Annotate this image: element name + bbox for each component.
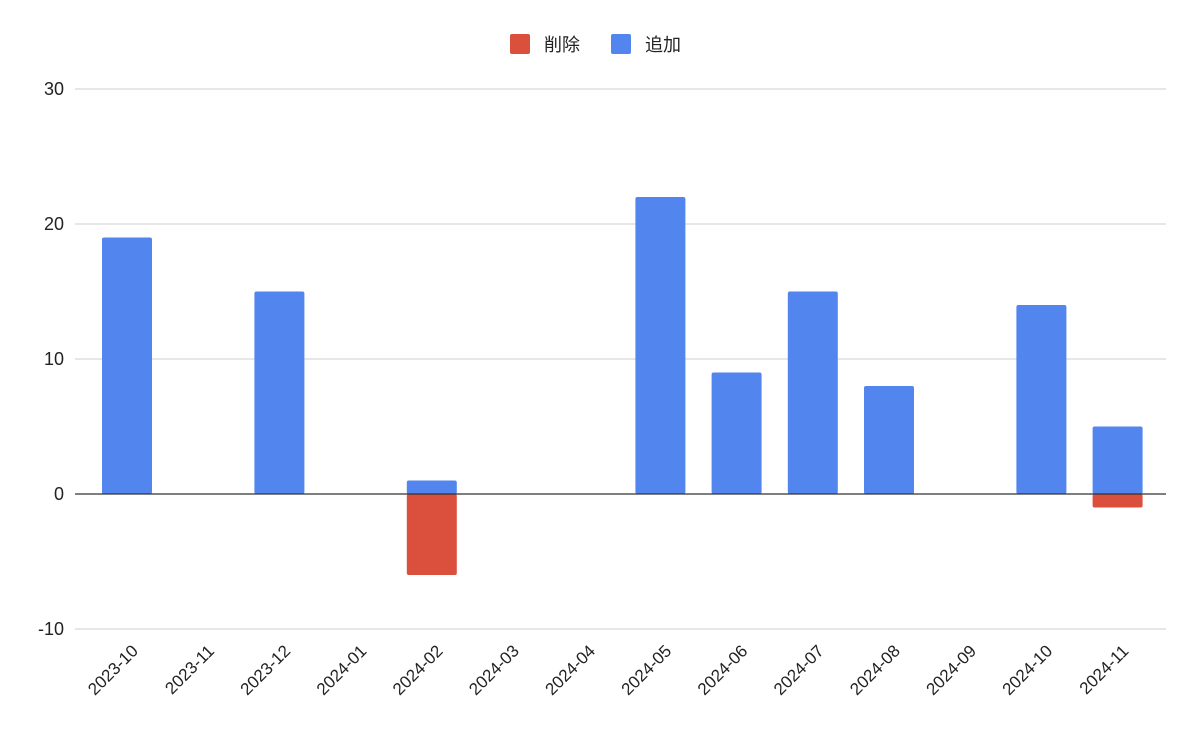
x-tick-label: 2024-11: [1076, 641, 1133, 698]
x-tick-label: 2024-06: [694, 641, 752, 699]
y-axis-ticks: 30 20 10 0 -10: [38, 79, 64, 639]
bar-add-2024-07: [787, 291, 838, 494]
bar-add-2024-05: [635, 197, 686, 494]
legend-swatch-delete: [510, 34, 530, 54]
bar-add-2023-12: [254, 291, 305, 494]
gridlines: [75, 88, 1166, 630]
legend-swatch-add: [611, 34, 631, 54]
x-tick-label: 2023-10: [84, 641, 142, 699]
x-axis-ticks: 2023-10 2023-11 2023-12 2024-01 2024-02 2024-…: [84, 641, 1132, 699]
x-tick-label: 2024-05: [618, 641, 676, 699]
legend-label-delete: 削除: [544, 35, 580, 55]
x-tick-label: 2023-11: [161, 641, 218, 698]
y-tick-label: -10: [38, 619, 64, 639]
y-tick-label: 20: [44, 214, 64, 234]
legend: 削除 追加: [510, 34, 681, 55]
bars: [102, 197, 1143, 575]
x-tick-label: 2024-01: [313, 641, 371, 699]
bar-add-2024-08: [864, 386, 914, 494]
x-tick-label: 2024-08: [846, 641, 904, 699]
bar-delete-2024-02: [406, 494, 457, 575]
bar-delete-2024-11: [1092, 494, 1143, 508]
y-tick-label: 0: [54, 484, 64, 504]
bar-add-2023-10: [102, 237, 152, 494]
x-tick-label: 2024-07: [770, 641, 828, 699]
bar-add-2024-06: [711, 372, 762, 494]
y-tick-label: 10: [44, 349, 64, 369]
bar-add-2024-02: [406, 480, 457, 494]
bar-add-2024-10: [1016, 305, 1067, 494]
legend-label-add: 追加: [645, 35, 681, 55]
x-tick-label: 2024-02: [389, 641, 447, 699]
x-tick-label: 2024-03: [465, 641, 523, 699]
y-tick-label: 30: [44, 79, 64, 99]
x-tick-label: 2024-04: [541, 641, 599, 699]
x-tick-label: 2023-12: [237, 641, 295, 699]
x-tick-label: 2024-10: [999, 641, 1057, 699]
bar-add-2024-11: [1092, 426, 1143, 494]
x-tick-label: 2024-09: [922, 641, 980, 699]
